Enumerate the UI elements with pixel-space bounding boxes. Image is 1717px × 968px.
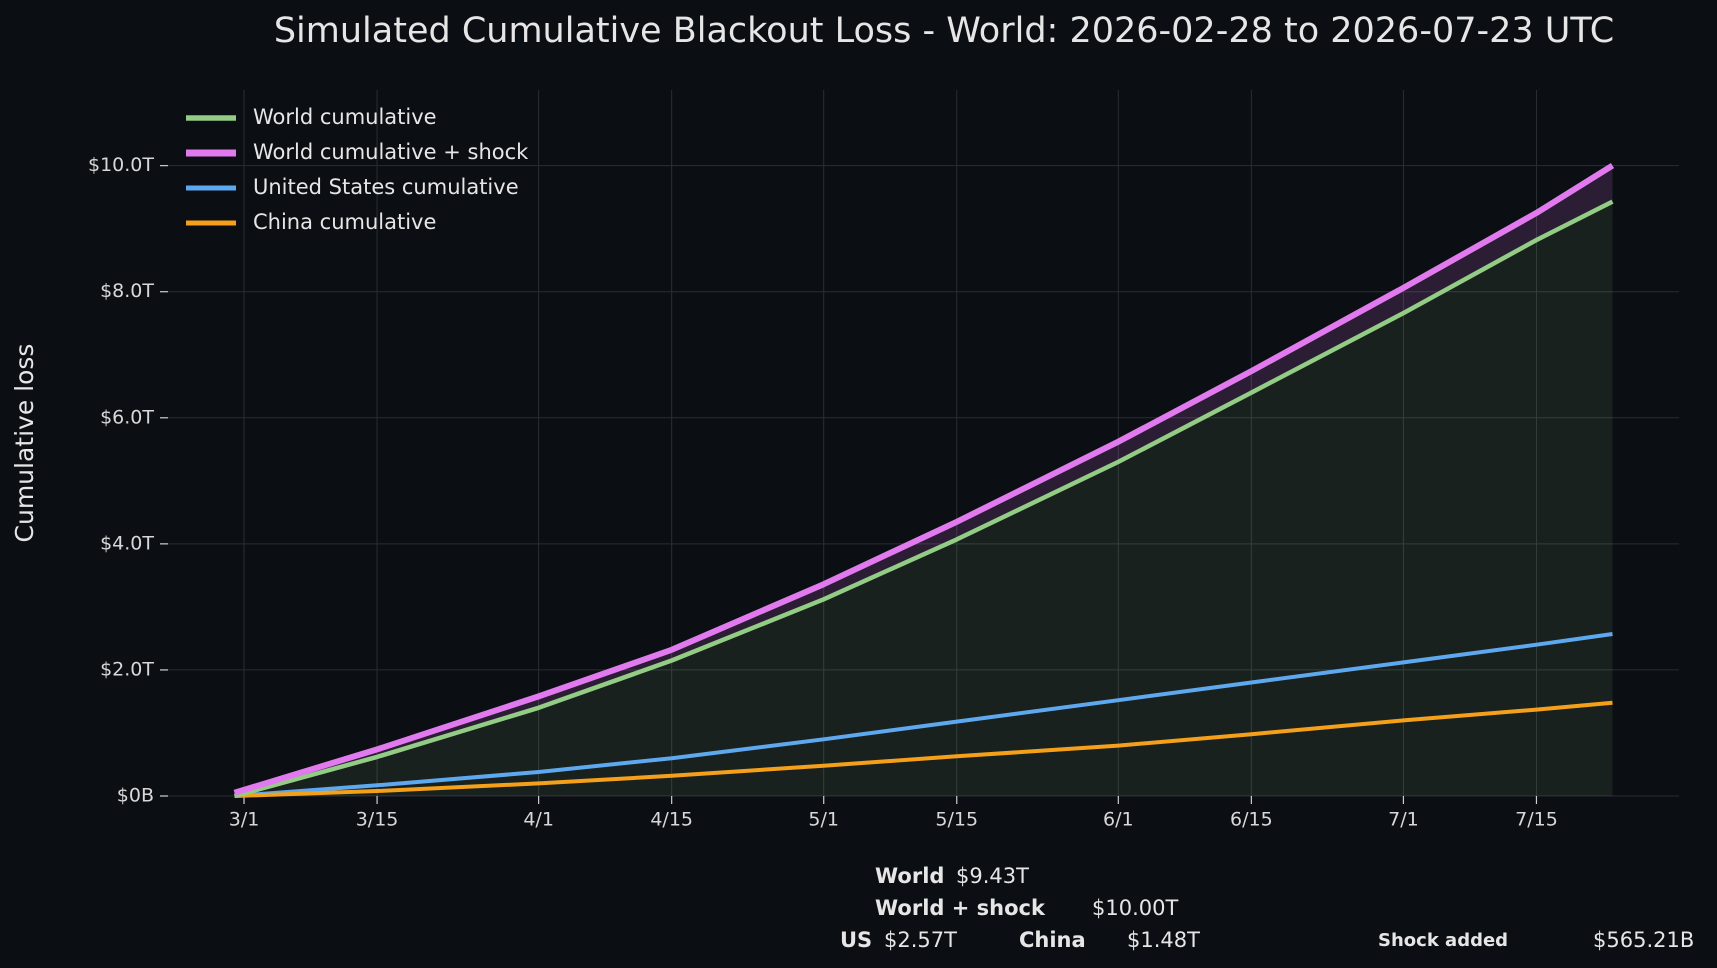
summary: World $9.43T World + shock $10.00T US $2… [840,864,1694,952]
x-tick-label: 7/15 [1515,809,1558,831]
summary-label: Shock added [1378,930,1508,951]
y-tick-label: $6.0T [100,406,154,428]
series-line [234,632,1613,798]
area-world [234,201,1613,797]
legend-label: World cumulative [253,105,437,129]
x-tick-label: 3/15 [356,809,399,831]
y-tick-label: $2.0T [100,658,154,680]
x-tick-label: 4/15 [650,809,693,831]
x-tick-label: 6/1 [1103,809,1134,831]
y-tick-label: $10.0T [88,154,154,176]
x-tick-label: 4/1 [523,809,554,831]
x-tick-label: 3/1 [229,809,260,831]
x-tick-label: 7/1 [1388,809,1419,831]
y-axis-label: Cumulative loss [10,344,39,543]
chart-title: Simulated Cumulative Blackout Loss - Wor… [274,11,1614,51]
y-tick-label: $4.0T [100,532,154,554]
y-tick-label: $0B [117,785,154,807]
summary-value: $9.43T [956,864,1029,888]
legend-label: World cumulative + shock [253,140,529,164]
summary-label: World [875,864,944,888]
y-tick-label: $8.0T [100,280,154,302]
series-line [233,199,1614,799]
series-line [234,700,1613,798]
x-tick-label: 5/15 [935,809,978,831]
summary-value: $565.21B [1593,928,1694,952]
summary-label: China [1019,928,1086,952]
summary-value: $2.57T [884,928,957,952]
series-line [233,163,1615,796]
legend-label: China cumulative [253,210,436,234]
x-tick-label: 6/15 [1230,809,1273,831]
x-tick-label: 5/1 [808,809,839,831]
legend-label: United States cumulative [253,175,519,199]
summary-value: $10.00T [1092,896,1178,920]
summary-value: $1.48T [1127,928,1200,952]
summary-label: World + shock [875,896,1046,920]
summary-label: US [840,928,872,952]
